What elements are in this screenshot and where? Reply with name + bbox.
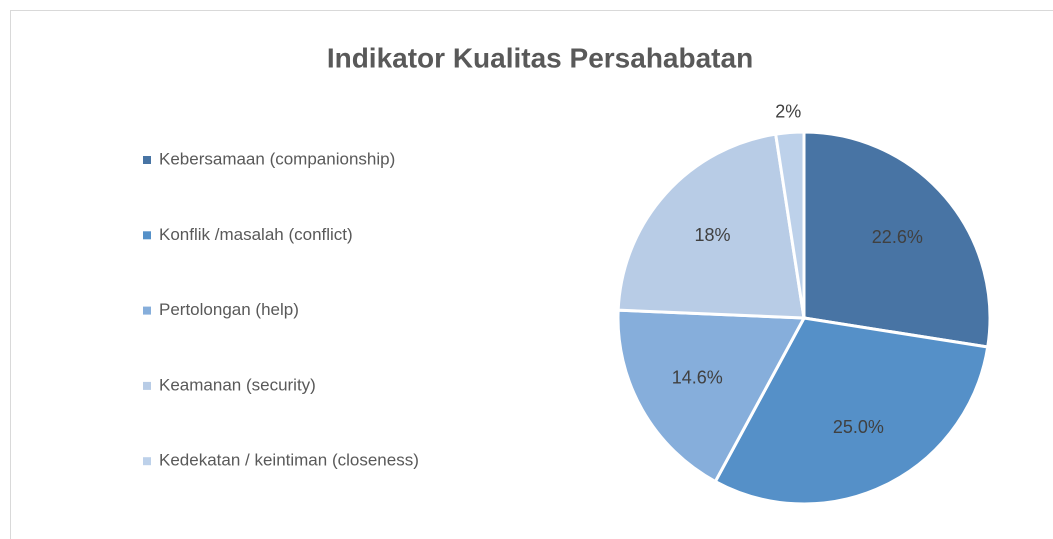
data-label: 2% xyxy=(775,101,801,121)
data-label: 25.0% xyxy=(833,417,884,437)
chart-title: Indikator Kualitas Persahabatan xyxy=(327,42,753,73)
pie-slice xyxy=(802,130,992,349)
data-label: 22.6% xyxy=(872,227,923,247)
pie-slice xyxy=(616,308,807,484)
legend-marker xyxy=(143,156,151,164)
pie-slice xyxy=(773,130,806,319)
legend-marker xyxy=(143,381,151,390)
legend-label: Kedekatan / keintiman (closeness) xyxy=(159,451,419,470)
legend-marker xyxy=(143,457,151,466)
legend-marker xyxy=(143,231,151,240)
legend-label: Pertolongan (help) xyxy=(159,300,299,319)
legend-label: Kebersamaan (companionship) xyxy=(159,149,395,168)
pie-slice xyxy=(616,132,806,320)
legend-marker xyxy=(143,306,151,315)
pie-slice xyxy=(713,316,990,506)
legend-label: Konflik /masalah (conflict) xyxy=(159,225,353,244)
legend-label: Keamanan (security) xyxy=(159,375,316,394)
data-label: 18% xyxy=(695,225,731,245)
data-label: 14.6% xyxy=(672,367,723,387)
